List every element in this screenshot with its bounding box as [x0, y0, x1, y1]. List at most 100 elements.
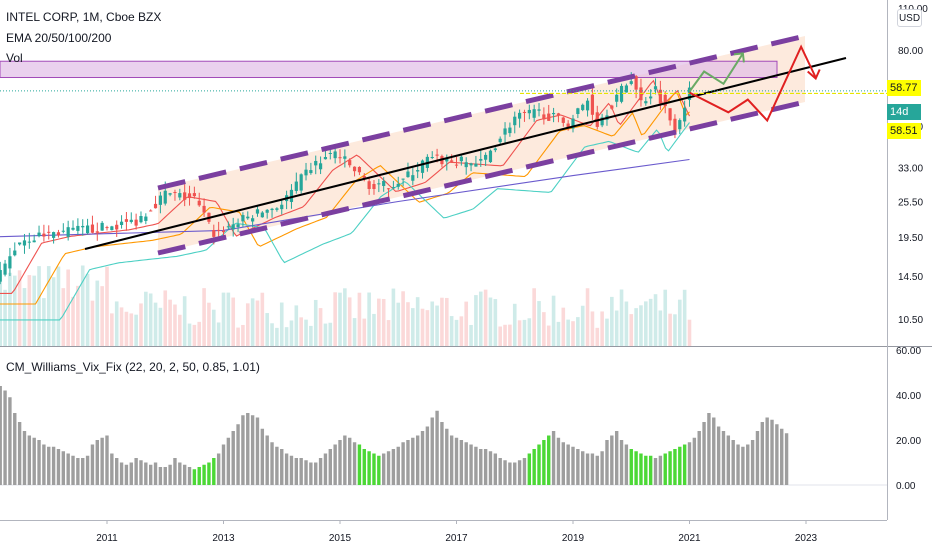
- vix-fix-bar: [148, 464, 153, 485]
- vix-fix-bar: [153, 462, 158, 485]
- vix-fix-bar: [197, 467, 201, 485]
- volume-bar: [187, 323, 192, 346]
- volume-bar: [163, 290, 168, 346]
- candle-body: [445, 158, 449, 162]
- volume-bar: [449, 316, 454, 346]
- volume-bar: [415, 297, 420, 346]
- vix-fix-bar: [100, 437, 104, 485]
- volume-bar: [338, 292, 342, 346]
- candle-body: [503, 128, 507, 135]
- candle-body: [115, 224, 119, 230]
- volume-bar: [464, 301, 469, 346]
- vix-fix-bar: [712, 417, 716, 485]
- volume-bar: [114, 301, 119, 346]
- channel-lower-line[interactable]: [157, 99, 806, 256]
- vix-fix-bar: [614, 431, 619, 485]
- symbol-legend[interactable]: INTEL CORP, 1M, Cboe BZX: [6, 10, 162, 24]
- volume-bar: [124, 311, 129, 346]
- candle-body: [585, 100, 590, 111]
- volume-bar: [610, 296, 614, 346]
- candle-body: [168, 193, 172, 195]
- bearish-projection-arrowhead: [807, 69, 821, 81]
- volume-bar: [250, 298, 255, 346]
- main-pane[interactable]: [0, 33, 887, 346]
- volume-bar: [158, 307, 163, 346]
- vix-fix-bar: [775, 424, 779, 485]
- volume-bar: [61, 288, 66, 346]
- volume-bar: [493, 299, 498, 346]
- candle-body: [42, 233, 46, 237]
- candle-body: [173, 192, 177, 194]
- volume-bar: [561, 307, 566, 346]
- volume-legend[interactable]: Vol: [6, 51, 23, 65]
- candle-body: [95, 231, 99, 233]
- volume-bar: [76, 285, 80, 346]
- currency-button[interactable]: USD: [897, 9, 922, 27]
- candle-body: [163, 190, 167, 204]
- volume-bar: [571, 321, 575, 346]
- vix-fix-bar: [348, 437, 352, 485]
- time-tick-label: 2017: [445, 533, 468, 544]
- trend-line[interactable]: [84, 57, 847, 250]
- candle-body: [527, 109, 531, 114]
- vix-fix-bar: [459, 440, 464, 485]
- candle-body: [18, 242, 22, 245]
- vix-fix-legend[interactable]: CM_Williams_Vix_Fix (22, 20, 2, 50, 0.85…: [6, 360, 260, 374]
- vix-fix-bar: [697, 431, 701, 485]
- vix-fix-bar: [207, 462, 211, 485]
- vix-fix-bar: [746, 444, 750, 485]
- candle-body: [634, 76, 638, 90]
- candle-body: [192, 193, 196, 197]
- candle-body: [362, 176, 366, 179]
- volume-bar: [270, 323, 274, 346]
- vix-fix-bar: [571, 446, 575, 485]
- ema-legend[interactable]: EMA 20/50/100/200: [6, 31, 112, 45]
- ema-100-line[interactable]: [0, 122, 690, 321]
- volume-bar: [231, 297, 236, 346]
- candle-body: [357, 167, 362, 173]
- vix-fix-bar: [163, 467, 167, 485]
- candle-body: [314, 160, 318, 166]
- ema-200-line[interactable]: [0, 158, 690, 238]
- candle-body: [124, 219, 129, 222]
- volume-bar: [488, 297, 493, 346]
- candle-body: [561, 117, 565, 123]
- candle-body: [56, 232, 61, 236]
- volume-bar: [430, 301, 435, 346]
- candle-body: [8, 256, 12, 269]
- volume-bar: [673, 314, 677, 346]
- vix-fix-bar: [381, 453, 386, 485]
- vix-fix-bar: [629, 449, 633, 485]
- volume-bar: [42, 298, 46, 346]
- bearish-projection-path[interactable]: [689, 44, 817, 123]
- volume-bar: [600, 311, 604, 346]
- candle-body: [658, 89, 662, 104]
- candle-body: [600, 117, 604, 126]
- bullish-projection-path[interactable]: [688, 52, 744, 93]
- channel-upper-line[interactable]: [157, 33, 806, 191]
- countdown-badge: 14d 3h: [887, 104, 921, 134]
- candle-body: [615, 94, 619, 102]
- volume-bar: [202, 288, 206, 346]
- vix-fix-bar: [255, 417, 260, 485]
- vix-pane[interactable]: [0, 379, 887, 486]
- vix-fix-bar: [372, 453, 376, 485]
- resistance-zone[interactable]: [0, 60, 778, 79]
- candle-body: [187, 193, 192, 199]
- candle-body: [134, 219, 138, 226]
- vix-fix-bar: [294, 458, 299, 485]
- candle-body: [197, 200, 201, 206]
- volume-bar: [542, 312, 546, 346]
- candle-body: [52, 232, 56, 238]
- candle-body: [61, 230, 65, 232]
- volume-bar: [134, 314, 138, 346]
- volume-bar: [148, 293, 153, 346]
- vix-fix-bar: [527, 453, 532, 485]
- vix-fix-bar: [318, 458, 323, 485]
- vix-fix-bar: [406, 440, 410, 485]
- candle-body: [416, 170, 420, 172]
- vix-tick-label: 0.00: [896, 481, 916, 492]
- vix-fix-bar: [22, 431, 27, 485]
